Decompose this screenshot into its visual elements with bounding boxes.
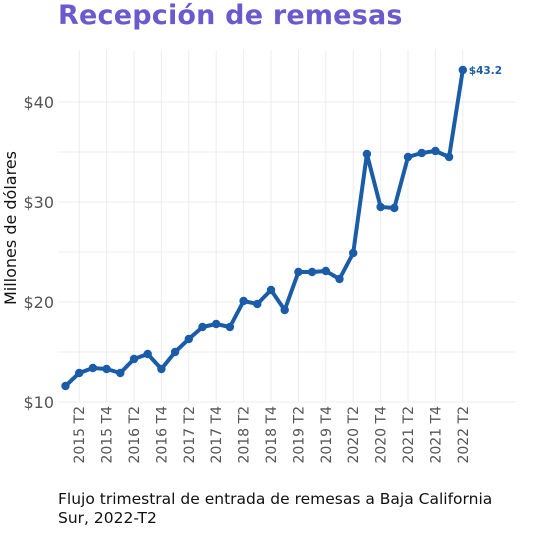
data-point bbox=[116, 368, 125, 378]
data-point bbox=[253, 299, 262, 309]
data-point bbox=[170, 347, 180, 357]
data-point bbox=[184, 334, 193, 344]
x-tick-label: 2018 T4 bbox=[264, 406, 280, 464]
data-point bbox=[458, 65, 467, 75]
x-tick-label: 2016 T2 bbox=[127, 406, 143, 464]
x-tick-label: 2021 T2 bbox=[401, 406, 417, 464]
y-tick-label: $20 bbox=[23, 293, 54, 312]
data-point bbox=[143, 349, 152, 359]
y-tick-label: $30 bbox=[23, 193, 54, 212]
data-point bbox=[239, 296, 248, 306]
data-point bbox=[362, 149, 372, 159]
chart-caption: Flujo trimestral de entrada de remesas a… bbox=[58, 490, 493, 527]
y-tick-label: $40 bbox=[23, 93, 54, 112]
x-tick-label: 2021 T4 bbox=[428, 406, 444, 464]
x-tick-label: 2015 T2 bbox=[72, 406, 88, 464]
x-tick-label: 2019 T2 bbox=[291, 406, 307, 464]
data-point bbox=[335, 274, 344, 284]
x-axis: 2015 T2 2015 T4 2016 T2 2016 T4 2017 T2 2017 … bbox=[72, 406, 472, 464]
data-point bbox=[157, 364, 166, 374]
data-point bbox=[225, 322, 235, 332]
data-point bbox=[212, 319, 221, 329]
x-tick-label: 2018 T2 bbox=[237, 406, 253, 464]
data-point bbox=[321, 266, 330, 276]
data-point bbox=[307, 267, 317, 277]
data-point bbox=[376, 202, 385, 212]
data-point bbox=[61, 381, 70, 391]
y-axis-label: Millones de dólares bbox=[1, 151, 20, 305]
x-tick-label: 2017 T4 bbox=[209, 406, 225, 464]
data-point bbox=[75, 368, 84, 378]
chart-title: Recepción de remesas bbox=[58, 0, 403, 31]
x-tick-label: 2017 T2 bbox=[182, 406, 198, 464]
x-tick-label: 2015 T4 bbox=[100, 406, 116, 464]
data-point bbox=[349, 248, 358, 258]
data-point bbox=[431, 146, 440, 156]
data-point bbox=[444, 152, 454, 162]
y-axis: $10 $20 $30 $40 bbox=[23, 93, 54, 412]
series-line bbox=[63, 68, 465, 388]
data-point bbox=[280, 305, 289, 315]
x-tick-label: 2019 T4 bbox=[319, 406, 335, 464]
last-point-label: $43.2 bbox=[469, 65, 502, 77]
x-tick-label: 2020 T2 bbox=[346, 406, 362, 464]
data-point bbox=[198, 322, 207, 332]
data-point bbox=[129, 354, 139, 364]
data-point bbox=[266, 285, 276, 295]
data-point bbox=[294, 267, 303, 277]
data-point bbox=[403, 152, 413, 162]
x-tick-label: 2016 T4 bbox=[154, 406, 170, 464]
y-tick-label: $10 bbox=[23, 393, 54, 412]
data-point bbox=[417, 148, 426, 158]
data-point bbox=[102, 364, 111, 374]
data-point bbox=[390, 203, 399, 213]
x-tick-label: 2022 T2 bbox=[456, 406, 472, 464]
grid bbox=[58, 50, 516, 403]
x-tick-label: 2020 T4 bbox=[374, 406, 390, 464]
data-point bbox=[88, 363, 98, 373]
series-remesas bbox=[61, 65, 467, 391]
